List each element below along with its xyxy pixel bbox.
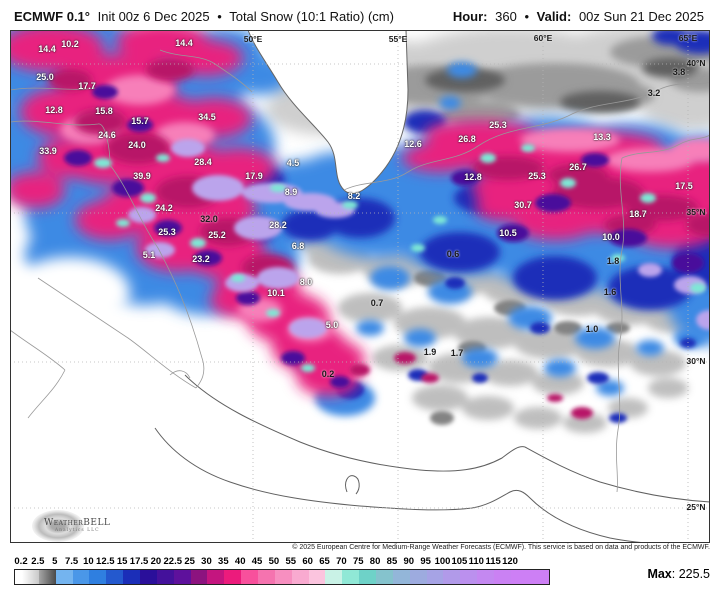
- legend-color-cell: [376, 570, 393, 584]
- legend-tick-label: 30: [201, 556, 212, 567]
- legend-color-cell: [426, 570, 444, 584]
- legend-tick-label: 10: [83, 556, 94, 567]
- max-number: : 225.5: [671, 567, 710, 581]
- legend-tick-label: 12.5: [96, 556, 115, 567]
- latitude-label: 25°N: [686, 502, 706, 512]
- snowfall-field-graphic: [10, 30, 710, 543]
- legend-tick-label: 17.5: [129, 556, 149, 567]
- legend-color-cell: [89, 570, 107, 584]
- longitude-label: 65°E: [678, 33, 698, 43]
- legend-color-cell: [308, 570, 326, 584]
- legend-color-cell: [274, 570, 292, 584]
- latitude-label: 40°N: [686, 58, 706, 68]
- legend-tick-label: 120: [502, 556, 518, 567]
- weatherbell-swirl-icon: [32, 510, 84, 542]
- legend: 0.2 2.5 5 7.5 10 12.5 15 17.5 20 22.5 25 30 35 40 45 50…: [0, 556, 720, 590]
- valid-label: Valid:: [536, 8, 572, 24]
- legend-color-cell: [342, 570, 360, 584]
- forecast-map: 14.4 10.2 14.4 25.0 17.7 34.5 12.8 15.8 15.7 24.6…: [10, 30, 710, 543]
- legend-color-cell: [460, 570, 478, 584]
- legend-ticks: 0.2 2.5 5 7.5 10 12.5 15 17.5 20 22.5 25 30 35 40 45 50…: [14, 556, 518, 567]
- legend-tick-label: 105: [451, 556, 468, 567]
- legend-color-cell: [258, 570, 275, 584]
- logo-line1: WeatherBELL: [44, 518, 111, 528]
- legend-color-cell: [106, 570, 124, 584]
- legend-color-cell: [123, 570, 141, 584]
- legend-color-cell: [392, 570, 410, 584]
- legend-tick-label: 50: [268, 556, 280, 567]
- legend-color-cell: [494, 570, 511, 584]
- legend-color-cell: [359, 570, 377, 584]
- weatherbell-logo-text: WeatherBELL Analytics LLC: [44, 518, 111, 534]
- legend-tick-label: 2.5: [31, 556, 45, 567]
- weatherbell-logo: WeatherBELL Analytics LLC: [18, 510, 128, 544]
- legend-tick-label: 5: [52, 556, 58, 567]
- longitude-label: 60°E: [533, 33, 553, 43]
- max-label: Max: [647, 567, 672, 581]
- variable-name: Total Snow (10:1 Ratio) (cm): [229, 8, 394, 24]
- legend-tick-label: 70: [336, 556, 347, 567]
- legend-tick-label: 7.5: [64, 556, 79, 567]
- legend-tick-label: 45: [251, 556, 263, 567]
- legend-color-cell: [510, 570, 549, 584]
- valid-separator: •: [524, 8, 530, 24]
- longitude-label: 50°E: [243, 34, 263, 44]
- legend-color-cell: [156, 570, 174, 584]
- legend-color-cell: [55, 570, 73, 584]
- legend-color-cell: [22, 570, 39, 584]
- legend-tick-label: 15: [116, 556, 128, 567]
- legend-color-cell: [241, 570, 259, 584]
- init-time: Init 00z 6 Dec 2025: [97, 8, 210, 24]
- legend-color-cell: [173, 570, 191, 584]
- legend-color-cell: [72, 570, 90, 584]
- copyright-text: © 2025 European Centre for Medium-Range …: [292, 544, 710, 551]
- legend-tick-label: 35: [218, 556, 229, 567]
- legend-tick-label: 110: [468, 556, 484, 567]
- legend-tick-label: 65: [319, 556, 330, 567]
- hour-label: Hour:: [452, 8, 488, 24]
- legend-tick-label: 25: [184, 556, 195, 567]
- legend-colorbar: [14, 569, 550, 585]
- legend-tick-label: 20: [150, 556, 162, 567]
- hour-value: 360: [495, 8, 517, 24]
- legend-tick-label: 60: [302, 556, 313, 567]
- legend-color-cell: [291, 570, 309, 584]
- legend-color-cell: [325, 570, 343, 584]
- legend-tick-label: 40: [234, 556, 246, 567]
- valid-value: 00z Sun 21 Dec 2025: [578, 8, 704, 24]
- legend-color-cell: [477, 570, 495, 584]
- map-title: ECMWF 0.1° Init 00z 6 Dec 2025 • Total S…: [14, 9, 398, 24]
- legend-tick-label: 100: [434, 556, 451, 567]
- legend-tick-label: 95: [420, 556, 431, 567]
- legend-color-cell: [409, 570, 427, 584]
- legend-tick-label: 75: [352, 556, 364, 567]
- legend-tick-label: 90: [403, 556, 415, 567]
- title-separator: •: [217, 8, 222, 24]
- latitude-label: 35°N: [686, 207, 706, 217]
- legend-tick-label: 115: [485, 556, 501, 567]
- legend-color-cell: [224, 570, 242, 584]
- legend-tick-label: 0.2: [14, 556, 28, 567]
- max-value: Max: 225.5: [647, 567, 710, 581]
- legend-color-cell: [15, 570, 22, 584]
- legend-color-cell: [443, 570, 461, 584]
- legend-tick-label: 22.5: [163, 556, 183, 567]
- model-name: ECMWF 0.1°: [14, 8, 90, 24]
- legend-tick-label: 55: [285, 556, 297, 567]
- legend-tick-label: 80: [369, 556, 381, 567]
- logo-line2: Analytics LLC: [54, 528, 100, 533]
- title-bar: ECMWF 0.1° Init 00z 6 Dec 2025 • Total S…: [14, 6, 708, 26]
- legend-color-cell: [207, 570, 225, 584]
- legend-tick-label: 85: [386, 556, 398, 567]
- valid-time-info: Hour: 360 • Valid: 00z Sun 21 Dec 2025: [453, 9, 708, 24]
- legend-color-cell: [140, 570, 157, 584]
- legend-color-cell: [38, 570, 56, 584]
- legend-color-cell: [190, 570, 208, 584]
- latitude-label: 30°N: [686, 356, 706, 366]
- longitude-label: 55°E: [388, 34, 408, 44]
